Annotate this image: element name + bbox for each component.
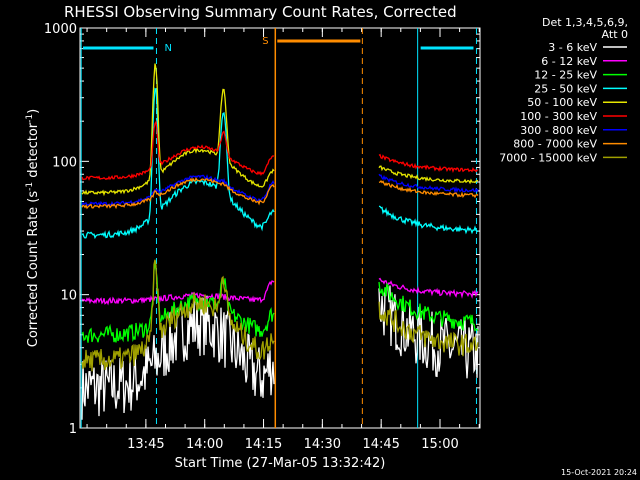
legend-entry-label: 100 - 300 keV <box>520 110 597 123</box>
series-line <box>81 259 275 372</box>
series-line <box>81 176 275 210</box>
legend-entry-label: 25 - 50 keV <box>534 82 597 95</box>
legend-entry-label: 12 - 25 keV <box>534 69 597 82</box>
legend-header: Att 0 <box>602 28 628 41</box>
series-line <box>81 63 275 197</box>
x-tick-label: 13:45 <box>127 437 164 452</box>
series-line <box>81 87 275 240</box>
chart-title: RHESSI Observing Summary Count Rates, Co… <box>64 3 457 21</box>
legend-entry-label: 800 - 7000 keV <box>513 138 597 151</box>
x-tick-label: 14:00 <box>186 437 223 452</box>
y-axis-label: Corrected Count Rate (s-1 detector-1) <box>25 109 41 347</box>
series-line <box>378 165 479 185</box>
series-line <box>378 179 479 199</box>
saa-flag-label: S <box>262 36 268 47</box>
y-tick-label: 1 <box>69 422 77 437</box>
x-tick-label: 14:30 <box>304 437 341 452</box>
plot-area: 1 10 100 1000 13:45 14:00 14:15 14:30 14:45 15:00… <box>44 22 481 452</box>
x-tick-label: 14:15 <box>245 437 282 452</box>
x-axis-label: Start Time (27-Mar-05 13:32:42) <box>175 456 386 471</box>
legend-header: Det 1,3,4,5,6,9, <box>542 16 628 29</box>
series-line <box>81 280 275 306</box>
legend-entry-label: 7000 - 15000 keV <box>499 151 597 164</box>
series-line <box>378 301 479 357</box>
legend-entry-label: 6 - 12 keV <box>541 55 597 68</box>
y-tick-label: 1000 <box>44 22 77 37</box>
series-line <box>378 173 479 194</box>
legend-entry-label: 300 - 800 keV <box>520 124 597 137</box>
x-tick-label: 15:00 <box>421 437 458 452</box>
series-line <box>378 277 479 299</box>
night-flag-label: N <box>164 43 171 54</box>
series-line <box>378 205 479 235</box>
y-tick-label: 10 <box>60 289 77 304</box>
series-line <box>378 281 479 332</box>
timestamp: 15-Oct-2021 20:24 <box>561 468 637 477</box>
x-tick-label: 14:45 <box>362 437 399 452</box>
legend-entry-label: 3 - 6 keV <box>548 41 597 54</box>
legend-entry-label: 50 - 100 keV <box>527 96 597 109</box>
y-tick-label: 100 <box>52 155 77 170</box>
plot-frame <box>79 27 481 429</box>
series-line <box>378 153 479 174</box>
series-line <box>81 120 275 181</box>
